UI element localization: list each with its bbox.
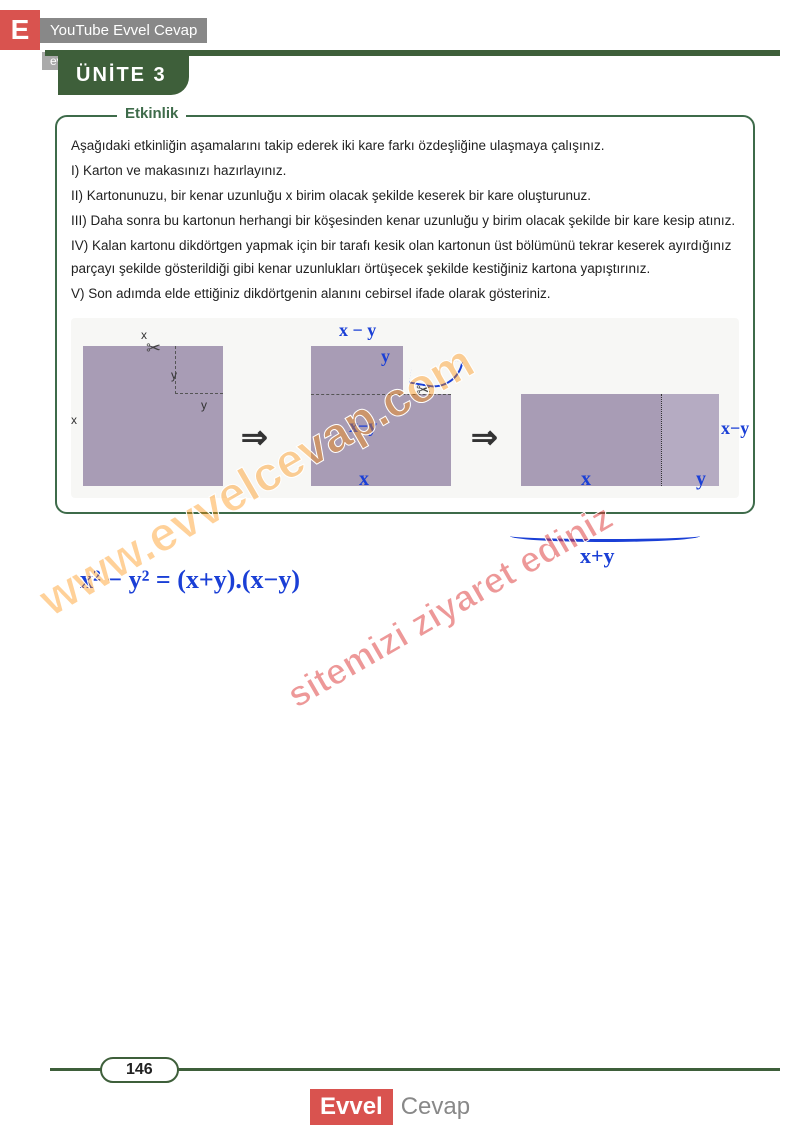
- brand-cevap: Cevap: [393, 1089, 478, 1125]
- dim-y-2: y: [201, 398, 207, 412]
- hand-label-y: y: [381, 346, 390, 367]
- hand-label-xy-2: x−y: [349, 416, 377, 437]
- activity-step-5: V) Son adımda elde ettiğiniz dikdörtgeni…: [71, 283, 739, 306]
- scissors-icon-1: ✂: [146, 338, 161, 359]
- dim-y-1: y: [171, 368, 177, 382]
- activity-step-1: I) Karton ve makasınızı hazırlayınız.: [71, 160, 739, 183]
- activity-step-2: II) Kartonunuzu, bir kenar uzunluğu x bi…: [71, 185, 739, 208]
- activity-intro: Aşağıdaki etkinliğin aşamalarını takip e…: [71, 135, 739, 158]
- brace-icon: [510, 530, 700, 542]
- handwritten-equation: x² − y² = (x+y).(x−y): [80, 565, 300, 595]
- page-number: 146: [100, 1057, 179, 1083]
- diagram-rect-divider: [661, 394, 662, 486]
- brand-evvel: Evvel: [310, 1089, 393, 1125]
- hand-label-xy-3: x−y: [721, 418, 749, 439]
- diagram-square-1: [83, 346, 223, 486]
- activity-text: Aşağıdaki etkinliğin aşamalarını takip e…: [71, 135, 739, 306]
- activity-box: Etkinlik Aşağıdaki etkinliğin aşamaların…: [55, 115, 755, 514]
- hand-label-y-2: y: [696, 468, 706, 491]
- diagram-sq2-body: [311, 394, 451, 486]
- hand-label-x-2: x: [581, 468, 591, 491]
- dim-x-left: x: [71, 413, 77, 427]
- logo-e: E: [0, 10, 40, 50]
- watermark-text: sitemizi ziyaret ediniz: [280, 496, 620, 716]
- bottom-brand-logo: Evvel Cevap: [310, 1089, 478, 1125]
- hand-label-xplusy: x+y: [580, 543, 615, 569]
- arrow-1: ⇒: [241, 418, 268, 456]
- diagram-rect-3a: [521, 394, 661, 486]
- diagram-square-1-cutout: [175, 346, 223, 394]
- diagram-rect-3b: [661, 394, 719, 486]
- top-badge: E YouTube Evvel Cevap: [0, 10, 207, 50]
- hand-label-x-1: x: [359, 468, 369, 491]
- youtube-label: YouTube Evvel Cevap: [40, 18, 207, 43]
- hand-label-xy-1: x − y: [339, 320, 376, 341]
- activity-step-3: III) Daha sonra bu kartonun herhangi bir…: [71, 210, 739, 233]
- unit-title-tab: ÜNİTE 3: [58, 56, 189, 95]
- arrow-2: ⇒: [471, 418, 498, 456]
- activity-step-4: IV) Kalan kartonu dikdörtgen yapmak için…: [71, 235, 739, 281]
- activity-heading: Etkinlik: [117, 105, 186, 122]
- diagram-area: x x y y ✂ ⇒ ✂ ⇒ x − y y x−y x x y x−y: [71, 318, 739, 498]
